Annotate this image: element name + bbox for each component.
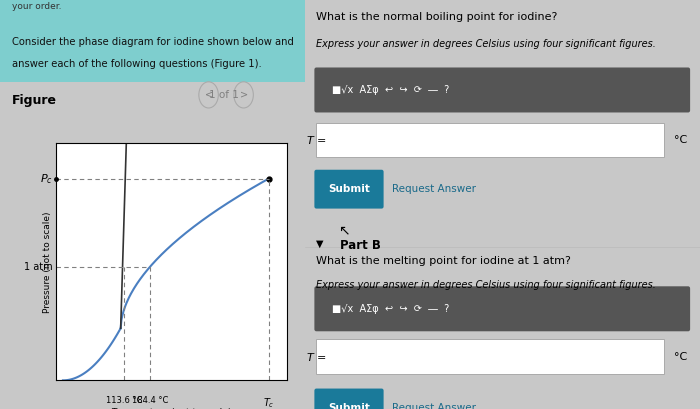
- Bar: [0, 0, 304, 82]
- Text: your order.: your order.: [12, 2, 62, 11]
- Text: Part B: Part B: [340, 239, 381, 252]
- Text: What is the melting point for iodine at 1 atm?: What is the melting point for iodine at …: [316, 256, 571, 265]
- Text: ■√x  AΣφ  ↩  ↪  ⟳  ―  ?: ■√x AΣφ ↩ ↪ ⟳ ― ?: [332, 85, 449, 95]
- Text: 113.6 °C: 113.6 °C: [106, 396, 142, 405]
- Text: °C: °C: [674, 352, 687, 362]
- FancyBboxPatch shape: [314, 389, 384, 409]
- Text: Express your answer in degrees Celsius using four significant figures.: Express your answer in degrees Celsius u…: [316, 280, 656, 290]
- Text: Figure: Figure: [12, 94, 57, 107]
- Text: Express your answer in degrees Celsius using four significant figures.: Express your answer in degrees Celsius u…: [316, 39, 656, 49]
- Text: Request Answer: Request Answer: [391, 184, 475, 194]
- Bar: [316, 123, 664, 157]
- Text: $T_c$: $T_c$: [262, 396, 274, 409]
- FancyBboxPatch shape: [314, 67, 690, 112]
- Text: $P_c$: $P_c$: [40, 172, 52, 186]
- Bar: [316, 339, 664, 374]
- Text: ↖: ↖: [338, 223, 350, 237]
- FancyBboxPatch shape: [314, 286, 690, 331]
- Text: $T$ =: $T$ =: [307, 351, 327, 363]
- Text: What is the normal boiling point for iodine?: What is the normal boiling point for iod…: [316, 12, 558, 22]
- Text: ■√x  AΣφ  ↩  ↪  ⟳  ―  ?: ■√x AΣφ ↩ ↪ ⟳ ― ?: [332, 304, 449, 314]
- Text: Request Answer: Request Answer: [391, 403, 475, 409]
- Text: >: >: [239, 90, 248, 100]
- Text: Consider the phase diagram for iodine shown below and: Consider the phase diagram for iodine sh…: [12, 37, 294, 47]
- FancyBboxPatch shape: [314, 170, 384, 209]
- Text: ▼: ▼: [316, 239, 324, 249]
- Text: °C: °C: [674, 135, 687, 145]
- Text: Submit: Submit: [328, 184, 370, 194]
- Text: Submit: Submit: [328, 403, 370, 409]
- Text: <: <: [204, 90, 213, 100]
- Text: 1 of 1: 1 of 1: [209, 90, 239, 100]
- Text: 184.4 °C: 184.4 °C: [132, 396, 169, 405]
- X-axis label: Temperature (not to scale): Temperature (not to scale): [111, 408, 232, 409]
- Text: $T$ =: $T$ =: [307, 134, 327, 146]
- Text: 1 atm: 1 atm: [24, 261, 52, 272]
- Text: answer each of the following questions (Figure 1).: answer each of the following questions (…: [12, 59, 262, 69]
- Y-axis label: Pressure (not to scale): Pressure (not to scale): [43, 211, 52, 312]
